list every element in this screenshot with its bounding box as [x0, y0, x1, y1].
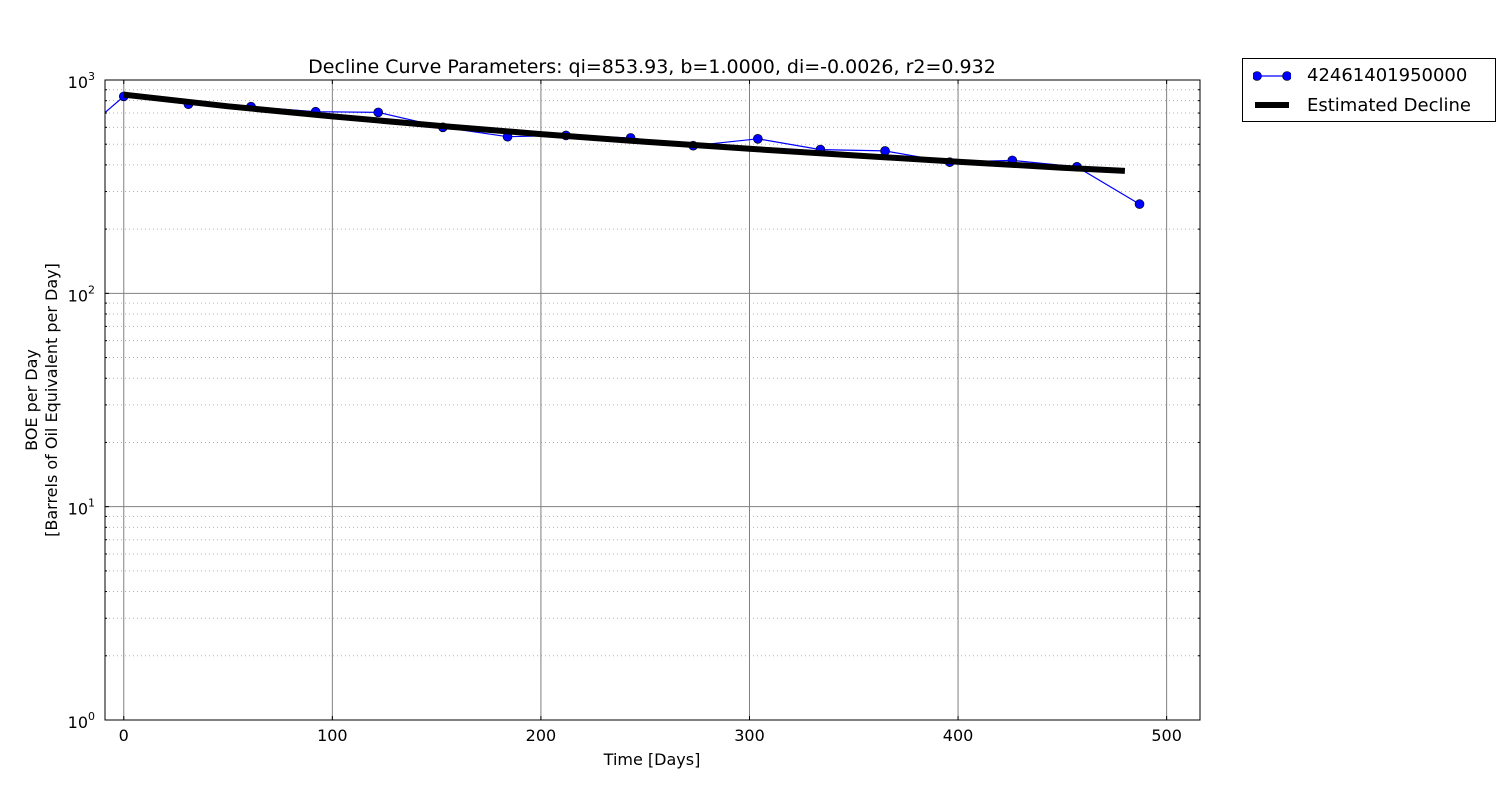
legend-entry-production: 42461401950000 [1243, 61, 1495, 91]
y-tick-label: 102 [68, 283, 95, 305]
x-tick-label: 300 [734, 726, 765, 745]
y-axis-label-line1: BOE per Day [22, 349, 41, 451]
y-tick-label: 103 [68, 70, 95, 92]
x-tick-label: 500 [1151, 726, 1182, 745]
chart-title: Decline Curve Parameters: qi=853.93, b=1… [308, 56, 996, 78]
x-tick-label: 0 [119, 726, 129, 745]
legend-swatch-production [1253, 71, 1291, 81]
legend-label-estimated-decline: Estimated Decline [1307, 95, 1471, 116]
legend: 42461401950000 Estimated Decline [1242, 58, 1496, 122]
axis-ticks: 100 101 102 103 0 100 200 300 400 500 [68, 70, 1200, 745]
plot-data [104, 91, 1145, 209]
legend-swatch-estimated-decline [1255, 102, 1289, 108]
y-tick-label: 100 [68, 710, 95, 732]
plot-frame [104, 79, 1201, 721]
y-axis-label-line2: [Barrels of Oil Equivalent per Day] [42, 263, 61, 537]
legend-label-production: 42461401950000 [1307, 65, 1468, 86]
series-line-production [104, 95, 1140, 205]
y-tick-label: 101 [68, 497, 95, 519]
data-point [753, 134, 763, 144]
legend-entry-estimated-decline: Estimated Decline [1243, 91, 1495, 121]
x-tick-label: 400 [943, 726, 974, 745]
x-tick-label: 200 [526, 726, 557, 745]
x-tick-label: 100 [317, 726, 348, 745]
grid [105, 79, 1200, 721]
data-point [373, 107, 384, 118]
x-axis-label: Time [Days] [603, 750, 701, 769]
data-point [1134, 199, 1145, 209]
series-line-estimated-decline [123, 91, 1126, 174]
